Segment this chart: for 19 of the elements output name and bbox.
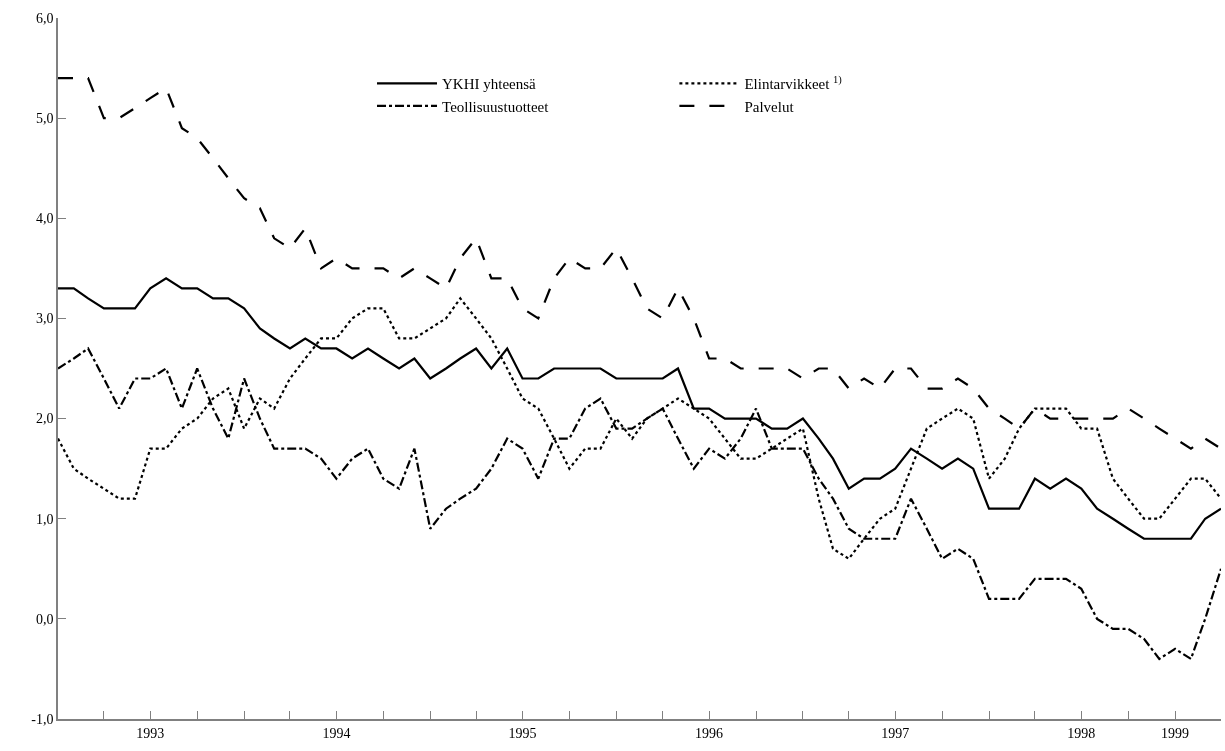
legend-label: Palvelut — [744, 98, 795, 115]
x-tick-label: 1993 — [136, 725, 165, 741]
y-tick-label: 0,0 — [35, 611, 54, 627]
y-tick-label: 5,0 — [35, 111, 54, 127]
y-tick-label: 3,0 — [35, 311, 54, 327]
y-tick-label: 4,0 — [35, 211, 54, 227]
x-tick-label: 1995 — [508, 725, 537, 741]
y-tick-label: -1,0 — [31, 711, 54, 727]
y-tick-label: 1,0 — [35, 511, 54, 527]
legend-label: YKHI yhteensä — [442, 76, 537, 93]
legend-label: Elintarvikkeet $^{1)}$ — [744, 73, 843, 93]
legend-label: Teollisuustuotteet — [442, 98, 550, 115]
y-tick-label: 2,0 — [35, 411, 54, 427]
x-tick-label: 1997 — [881, 725, 910, 741]
x-tick-label: 1998 — [1067, 725, 1096, 741]
x-tick-label: 1999 — [1161, 725, 1190, 741]
y-tick-label: 6,0 — [35, 10, 54, 26]
x-tick-label: 1994 — [322, 725, 351, 741]
x-tick-label: 1996 — [695, 725, 724, 741]
